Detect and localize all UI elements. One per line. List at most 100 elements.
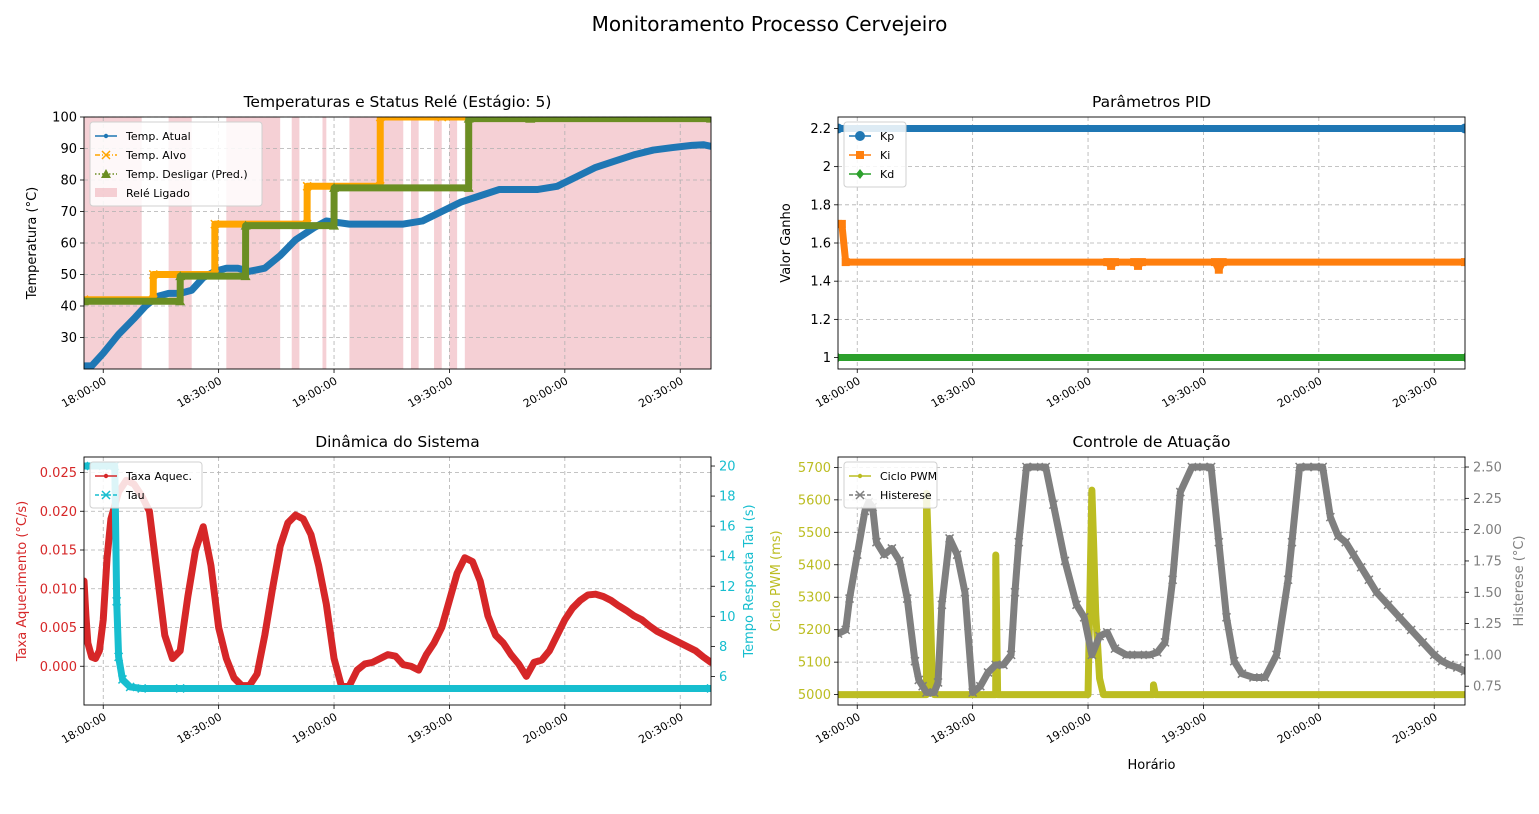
data-point xyxy=(285,520,291,526)
legend-label: Tau xyxy=(125,489,145,502)
y-tick-label: 1.2 xyxy=(810,313,831,328)
x-tick-label: 19:30:00 xyxy=(406,374,455,410)
data-point xyxy=(1356,562,1366,572)
data-point xyxy=(1153,692,1158,697)
data-point xyxy=(362,661,368,667)
data-point xyxy=(1152,647,1162,657)
data-point xyxy=(1175,487,1185,497)
y-axis: 30 40 50 60 70 80 90 100 Temperatura (°C) xyxy=(25,111,84,346)
data-point xyxy=(914,675,924,685)
data-point xyxy=(1462,692,1465,697)
data-point xyxy=(501,640,506,646)
y-tick-label: 60 xyxy=(60,237,77,252)
data-point xyxy=(84,363,87,369)
data-point xyxy=(524,674,529,679)
data-point xyxy=(838,219,846,228)
data-point xyxy=(639,617,644,622)
data-point xyxy=(1287,537,1297,547)
legend-item: Tau xyxy=(95,489,145,502)
x-tick-label: 18:00:00 xyxy=(59,710,108,746)
data-point xyxy=(277,543,283,549)
data-point xyxy=(137,683,147,693)
y2-tick-label: 8 xyxy=(719,640,727,655)
data-point xyxy=(189,288,194,293)
data-point xyxy=(262,633,267,638)
series-taxa-aquec- xyxy=(84,476,711,691)
data-point xyxy=(1318,462,1328,472)
data-point xyxy=(1160,637,1170,647)
data-point xyxy=(329,220,340,230)
series-line xyxy=(84,143,711,367)
legend: Kp Ki Kd xyxy=(843,121,907,188)
data-point xyxy=(401,221,406,227)
data-point xyxy=(838,692,841,697)
legend-label: Kd xyxy=(880,168,894,181)
data-point xyxy=(631,152,637,157)
data-point xyxy=(401,662,406,667)
x-axis: 18:00:00 18:30:00 19:00:00 19:30:00 20:00:00… xyxy=(59,369,686,410)
data-point xyxy=(1237,669,1247,679)
data-point xyxy=(593,591,598,597)
data-point xyxy=(933,677,943,687)
data-point xyxy=(879,550,889,560)
legend-item: Ciclo PWM xyxy=(849,470,937,483)
y-tick-label: 0.010 xyxy=(40,582,77,597)
data-point xyxy=(593,165,598,170)
series-line xyxy=(838,490,1465,696)
y-tick-label: 30 xyxy=(60,331,77,346)
data-point xyxy=(685,644,691,650)
legend-item: Temp. Desligar (Pred.) xyxy=(95,168,248,181)
series-kp xyxy=(838,123,1465,134)
data-point xyxy=(1325,512,1335,522)
data-point xyxy=(370,660,375,665)
y-tick-label: 5000 xyxy=(798,688,831,703)
data-point xyxy=(612,158,618,164)
data-point xyxy=(1087,650,1097,660)
data-point xyxy=(97,648,102,653)
data-point xyxy=(1310,462,1320,472)
data-point xyxy=(277,253,283,258)
data-point xyxy=(1364,575,1374,585)
x-tick-label: 20:30:00 xyxy=(1390,710,1439,746)
data-point xyxy=(175,683,185,693)
data-point xyxy=(1460,123,1465,134)
data-point xyxy=(918,681,928,691)
data-point xyxy=(1229,656,1239,666)
data-point xyxy=(347,221,352,227)
data-point xyxy=(983,667,993,677)
data-point xyxy=(93,656,98,661)
x-tick-label: 20:00:00 xyxy=(521,710,570,746)
y2-tick-label: 2.25 xyxy=(1473,492,1502,507)
data-point xyxy=(1260,672,1270,682)
figure-title: Monitoramento Processo Cervejeiro xyxy=(591,12,948,36)
chart-title: Dinâmica do Sistema xyxy=(315,433,480,451)
data-point xyxy=(324,218,329,224)
legend: Temp. Atual Temp. Alvo Temp. Desligar (Pre… xyxy=(89,121,263,207)
legend-box xyxy=(89,121,263,207)
y2-tick-label: 10 xyxy=(719,610,736,625)
data-point xyxy=(601,594,606,599)
data-point xyxy=(1029,462,1039,472)
data-point xyxy=(377,656,383,661)
data-point xyxy=(910,656,920,666)
y-axis: 1 1.2 1.4 1.6 1.8 2 2.2 Valor Ganho xyxy=(779,122,838,366)
data-point xyxy=(293,512,298,518)
y-axis-label: Temperatura (°C) xyxy=(25,187,40,300)
data-point xyxy=(420,218,425,224)
data-point xyxy=(270,586,275,591)
x-tick-label: 20:00:00 xyxy=(521,374,570,410)
x-tick-label: 18:00:00 xyxy=(59,374,108,410)
data-point xyxy=(975,681,985,691)
x-tick-label: 18:00:00 xyxy=(813,374,862,410)
data-point xyxy=(1218,258,1227,267)
legend-item: Taxa Aquec. xyxy=(95,470,192,483)
data-point xyxy=(701,142,706,147)
legend-item: Temp. Alvo xyxy=(95,149,186,162)
data-point xyxy=(525,117,536,123)
data-point xyxy=(1121,650,1132,660)
x-tick-label: 20:30:00 xyxy=(636,710,685,746)
data-point xyxy=(1079,612,1089,622)
data-point xyxy=(1168,575,1178,585)
data-point xyxy=(554,184,560,189)
